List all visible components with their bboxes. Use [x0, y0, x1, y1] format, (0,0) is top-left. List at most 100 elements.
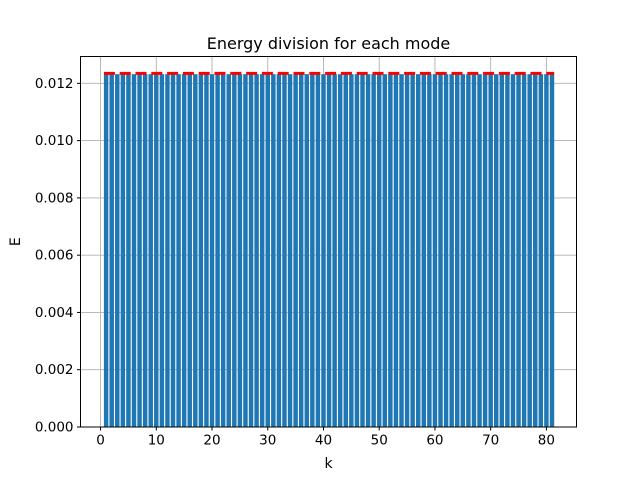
bar — [449, 74, 454, 428]
x-tick-label: 40 — [315, 433, 332, 449]
bar — [142, 74, 148, 428]
chart-title: Energy division for each mode — [207, 34, 451, 53]
bar — [533, 74, 538, 428]
bar — [181, 74, 187, 428]
bar — [365, 74, 371, 428]
bar — [187, 74, 192, 428]
bar — [293, 74, 298, 428]
y-tick-label: 0.006 — [35, 248, 74, 264]
bar — [287, 74, 293, 428]
bar — [466, 74, 471, 428]
bar — [421, 74, 427, 428]
x-tick-label: 20 — [203, 433, 220, 449]
bar — [298, 74, 304, 428]
x-tick-label: 70 — [482, 433, 499, 449]
bar — [432, 74, 438, 428]
bar — [103, 74, 109, 428]
bar — [455, 74, 460, 428]
bar — [176, 74, 181, 428]
bar — [248, 74, 254, 428]
bar — [549, 74, 555, 428]
bar — [544, 74, 549, 428]
bar — [477, 74, 482, 428]
bar — [510, 74, 516, 428]
bar — [304, 74, 309, 428]
y-tick-labels: 0.000 0.002 0.004 0.006 0.008 0.010 0.012 — [35, 76, 74, 436]
bar — [382, 74, 388, 428]
bar — [416, 74, 421, 428]
bar — [315, 74, 321, 428]
bar — [109, 74, 114, 428]
bar — [438, 74, 443, 428]
y-tick-label: 0.004 — [35, 305, 74, 321]
x-axis-label: k — [324, 456, 333, 472]
x-tick-label: 60 — [426, 433, 443, 449]
y-axis-label: E — [8, 237, 24, 246]
bar — [148, 74, 153, 428]
bar — [237, 74, 243, 428]
bar — [193, 74, 198, 428]
bar — [326, 74, 332, 428]
bar — [165, 74, 170, 428]
bar — [215, 74, 220, 428]
bar — [220, 74, 226, 428]
bar — [521, 74, 527, 428]
bar — [254, 74, 259, 428]
bar — [427, 74, 432, 428]
bar — [393, 74, 399, 428]
bar — [460, 74, 466, 428]
bar — [527, 74, 532, 428]
y-tick-label: 0.010 — [35, 133, 74, 149]
bar — [209, 74, 215, 428]
bar — [126, 74, 131, 428]
bar — [321, 74, 326, 428]
bars — [103, 74, 555, 428]
y-tick-label: 0.000 — [35, 420, 74, 436]
bar — [226, 74, 231, 428]
bar — [310, 74, 315, 428]
bar — [259, 74, 265, 428]
bar — [131, 74, 137, 428]
bar — [388, 74, 393, 428]
bar — [115, 74, 120, 428]
bar — [137, 74, 142, 428]
bar — [494, 74, 499, 428]
bar — [276, 74, 282, 428]
bar — [482, 74, 488, 428]
bar — [371, 74, 376, 428]
bar — [538, 74, 544, 428]
bar — [154, 74, 159, 428]
x-tick-label: 30 — [259, 433, 276, 449]
bar — [337, 74, 343, 428]
axes-border — [80, 56, 577, 428]
x-tick-label: 50 — [371, 433, 388, 449]
bar — [232, 74, 237, 428]
x-tick-label: 0 — [96, 433, 105, 449]
bar — [282, 74, 287, 428]
bar — [488, 74, 493, 428]
x-tick-labels: 0 10 20 30 40 50 60 70 80 — [96, 433, 555, 449]
bar — [271, 74, 276, 428]
bar — [204, 74, 209, 428]
bar — [198, 74, 204, 428]
y-tick-label: 0.002 — [35, 362, 74, 378]
tick-marks — [77, 82, 547, 431]
bar — [243, 74, 248, 428]
bar — [349, 74, 354, 428]
bar — [516, 74, 521, 428]
bar — [505, 74, 510, 428]
bar — [443, 74, 449, 428]
bar — [404, 74, 410, 428]
bar — [471, 74, 477, 428]
x-tick-label: 80 — [538, 433, 555, 449]
bar — [343, 74, 349, 428]
bar — [332, 74, 337, 428]
bar — [170, 74, 176, 428]
y-tick-label: 0.012 — [35, 76, 74, 92]
bar — [376, 74, 382, 428]
bar — [360, 74, 365, 428]
bar — [265, 74, 270, 428]
bar — [120, 74, 126, 428]
